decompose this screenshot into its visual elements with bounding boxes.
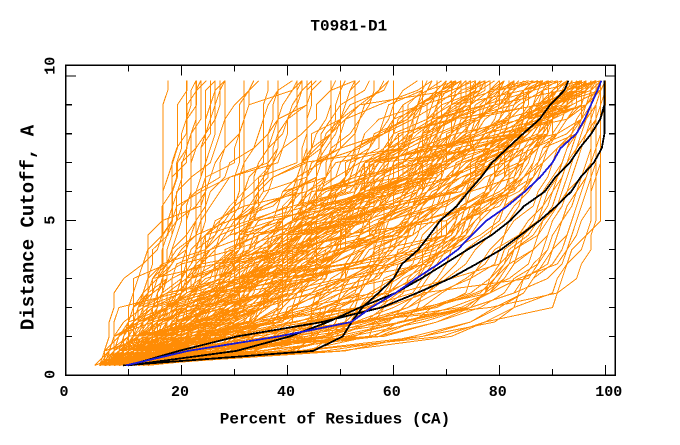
svg-text:0: 0 (59, 384, 68, 401)
svg-text:40: 40 (277, 384, 295, 401)
svg-text:100: 100 (595, 384, 622, 401)
svg-text:T0981-D1: T0981-D1 (310, 18, 387, 36)
svg-text:0: 0 (43, 370, 60, 379)
svg-text:20: 20 (171, 384, 189, 401)
svg-text:Percent of Residues (CA): Percent of Residues (CA) (220, 411, 450, 429)
svg-text:10: 10 (43, 57, 60, 75)
svg-text:5: 5 (43, 216, 60, 225)
svg-text:60: 60 (383, 384, 401, 401)
svg-text:Distance Cutoff, A: Distance Cutoff, A (18, 124, 40, 330)
svg-text:80: 80 (489, 384, 507, 401)
